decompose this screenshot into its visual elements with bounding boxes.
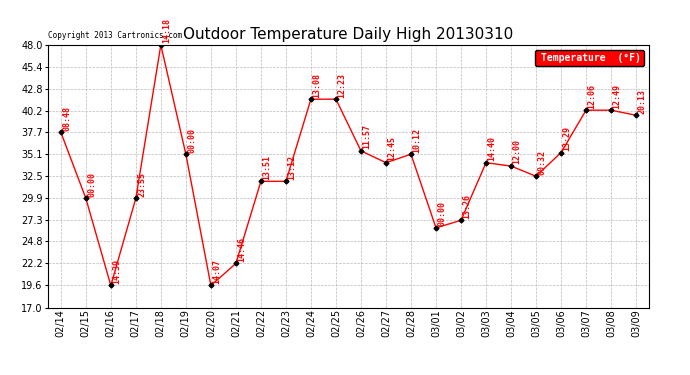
- Temperature  (°F): [432, 226, 440, 230]
- Text: 14:18: 14:18: [162, 18, 171, 43]
- Text: 00:00: 00:00: [87, 172, 96, 196]
- Temperature  (°F): [357, 148, 365, 153]
- Text: 00:32: 00:32: [538, 150, 546, 174]
- Temperature  (°F): [407, 152, 415, 156]
- Text: 14:46: 14:46: [237, 237, 246, 262]
- Text: 12:00: 12:00: [512, 140, 521, 164]
- Temperature  (°F): [507, 164, 515, 168]
- Temperature  (°F): [157, 43, 165, 47]
- Legend: Temperature  (°F): Temperature (°F): [535, 50, 644, 66]
- Text: Copyright 2013 Cartronics.com: Copyright 2013 Cartronics.com: [48, 31, 182, 40]
- Text: 13:51: 13:51: [262, 154, 271, 180]
- Temperature  (°F): [582, 108, 590, 112]
- Temperature  (°F): [81, 196, 90, 201]
- Temperature  (°F): [557, 150, 565, 155]
- Text: 10:12: 10:12: [412, 128, 421, 153]
- Text: 00:00: 00:00: [187, 128, 196, 153]
- Text: 08:48: 08:48: [62, 105, 71, 130]
- Temperature  (°F): [107, 283, 115, 288]
- Title: Outdoor Temperature Daily High 20130310: Outdoor Temperature Daily High 20130310: [184, 27, 513, 42]
- Temperature  (°F): [207, 283, 215, 288]
- Text: 20:13: 20:13: [638, 88, 647, 114]
- Temperature  (°F): [181, 152, 190, 156]
- Temperature  (°F): [532, 174, 540, 178]
- Text: 12:45: 12:45: [387, 136, 396, 161]
- Text: 12:49: 12:49: [612, 84, 621, 108]
- Line: Temperature  (°F): Temperature (°F): [59, 43, 638, 287]
- Text: 13:29: 13:29: [562, 126, 571, 151]
- Temperature  (°F): [282, 179, 290, 184]
- Text: 23:55: 23:55: [137, 172, 146, 196]
- Text: 14:07: 14:07: [212, 259, 221, 284]
- Temperature  (°F): [632, 113, 640, 117]
- Text: 13:08: 13:08: [312, 72, 321, 98]
- Temperature  (°F): [332, 97, 340, 102]
- Text: 12:06: 12:06: [587, 84, 596, 108]
- Text: 14:40: 14:40: [487, 136, 496, 161]
- Text: 00:00: 00:00: [437, 201, 446, 226]
- Temperature  (°F): [307, 97, 315, 102]
- Temperature  (°F): [457, 218, 465, 222]
- Temperature  (°F): [257, 179, 265, 184]
- Text: 13:12: 13:12: [287, 154, 296, 180]
- Text: 12:23: 12:23: [337, 72, 346, 98]
- Text: 11:57: 11:57: [362, 124, 371, 149]
- Temperature  (°F): [232, 261, 240, 266]
- Temperature  (°F): [482, 160, 490, 165]
- Temperature  (°F): [132, 196, 140, 201]
- Temperature  (°F): [382, 160, 390, 165]
- Temperature  (°F): [607, 108, 615, 112]
- Temperature  (°F): [57, 130, 65, 135]
- Text: 13:26: 13:26: [462, 194, 471, 219]
- Text: 14:39: 14:39: [112, 259, 121, 284]
